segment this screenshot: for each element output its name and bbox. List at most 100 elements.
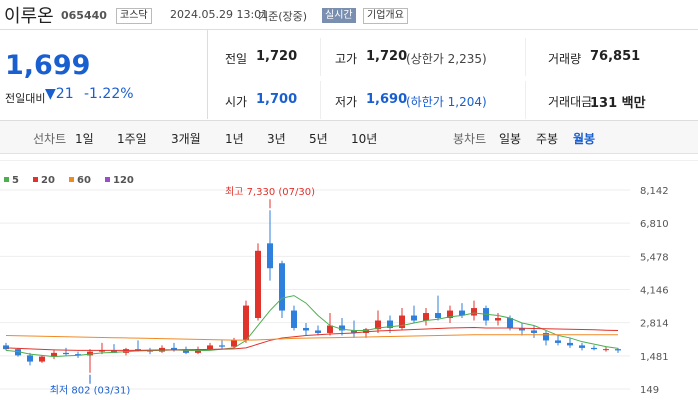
candle-body — [423, 313, 429, 321]
candle-body — [375, 320, 381, 330]
summary-value: 1,720 — [366, 49, 408, 64]
legend-swatch — [33, 177, 38, 182]
candle-body — [255, 250, 261, 319]
stock-name: 이루온 — [4, 6, 54, 27]
company-info-button[interactable]: 기업개요 — [363, 8, 408, 24]
candle-body — [387, 320, 393, 328]
divider — [320, 38, 321, 76]
candle-body — [111, 350, 117, 353]
candle-body — [3, 345, 9, 350]
tab[interactable]: 5년 — [309, 132, 328, 146]
summary-value: 1,720 — [256, 49, 298, 64]
legend-swatch — [105, 177, 110, 182]
change-label: 전일대비 — [5, 92, 46, 105]
candle-body — [87, 351, 93, 356]
summary-label: 고가 — [335, 52, 358, 66]
candle-body — [351, 330, 357, 333]
market-badge: 코스닥 — [116, 8, 152, 24]
legend-label: 5 — [12, 175, 19, 186]
divider — [207, 30, 208, 119]
candle-body — [135, 349, 141, 351]
candle-body — [327, 325, 333, 333]
candle-body — [495, 318, 501, 321]
candle-body — [243, 305, 249, 341]
candle-body — [603, 349, 609, 351]
candle-body — [399, 315, 405, 328]
candle-body — [591, 347, 597, 350]
datetime: 2024.05.29 13:01 — [170, 8, 269, 21]
candle-body — [579, 345, 585, 348]
tab[interactable]: 1년 — [225, 132, 244, 146]
y-tick-label: 149 — [640, 385, 659, 396]
candle-body — [99, 350, 105, 352]
summary-label: 전일 — [225, 52, 248, 66]
summary-extra: (상한가 2,235) — [406, 52, 487, 66]
legend-label: 120 — [113, 175, 134, 186]
tab[interactable]: 월봉 — [573, 132, 596, 146]
change-rate: -1.22% — [84, 86, 134, 102]
summary-label: 거래량 — [548, 52, 582, 66]
realtime-button[interactable]: 실시간 — [322, 8, 356, 23]
summary-extra: (하한가 1,204) — [406, 95, 487, 109]
y-tick-label: 2,814 — [640, 319, 669, 330]
candle-body — [231, 340, 237, 347]
tab[interactable]: 3년 — [267, 132, 286, 146]
y-tick-label: 8,142 — [640, 186, 669, 197]
tab-label: 선차트 — [33, 132, 67, 146]
candle-body — [15, 349, 21, 356]
summary-value: 131 백만 — [590, 96, 646, 111]
candle-body — [27, 355, 33, 362]
candle-body — [183, 350, 189, 353]
summary-label: 시가 — [225, 95, 248, 109]
divider — [320, 81, 321, 119]
tab[interactable]: 1일 — [75, 132, 94, 146]
ma-line — [5, 326, 619, 351]
candle-body — [615, 349, 621, 351]
basis: 기준(장중) — [258, 10, 308, 23]
tab[interactable]: 3개월 — [171, 132, 201, 146]
candle-body — [279, 263, 285, 311]
summary-value: 1,690 — [366, 92, 408, 107]
candle-body — [435, 313, 441, 319]
tab[interactable]: 주봉 — [536, 132, 559, 146]
y-tick-label: 5,478 — [640, 252, 669, 263]
candle-body — [519, 327, 525, 331]
candle-body — [411, 315, 417, 321]
candle-body — [543, 332, 549, 341]
summary-label: 거래대금 — [548, 95, 593, 109]
summary-label: 저가 — [335, 95, 358, 109]
tab[interactable]: 1주일 — [117, 132, 147, 146]
candle-body — [291, 310, 297, 328]
y-tick-label: 1,481 — [640, 352, 669, 363]
candle-body — [267, 243, 273, 269]
candle-body — [531, 330, 537, 333]
tab[interactable]: 일봉 — [499, 132, 522, 146]
legend-swatch — [4, 177, 9, 182]
candle-body — [51, 352, 57, 357]
y-tick-label: 6,810 — [640, 219, 669, 230]
annotation: 최고 7,330 (07/30) — [225, 186, 315, 198]
candle-body — [123, 349, 129, 353]
divider — [525, 81, 526, 119]
chart: 149 1,481 2,814 4,146 5,478 6,810 8,142 5 20 60 12… — [0, 160, 698, 397]
ma-line — [5, 334, 618, 341]
tab-bar — [0, 121, 698, 154]
annotation: 최저 802 (03/31) — [50, 385, 131, 397]
stock-code: 065440 — [61, 9, 107, 22]
summary-box — [0, 29, 698, 121]
candle-body — [39, 356, 45, 362]
candle-body — [219, 345, 225, 347]
candle-body — [459, 310, 465, 316]
summary-value: 1,700 — [256, 92, 298, 107]
legend-label: 20 — [41, 175, 55, 186]
summary-value: 76,851 — [590, 49, 641, 64]
divider — [525, 38, 526, 76]
candle-body — [171, 347, 177, 351]
price: 1,699 — [5, 50, 91, 81]
candle-body — [555, 340, 561, 343]
tab[interactable]: 10년 — [351, 132, 378, 146]
ma-line — [5, 295, 619, 358]
candle-body — [207, 345, 213, 350]
candle-body — [471, 308, 477, 316]
